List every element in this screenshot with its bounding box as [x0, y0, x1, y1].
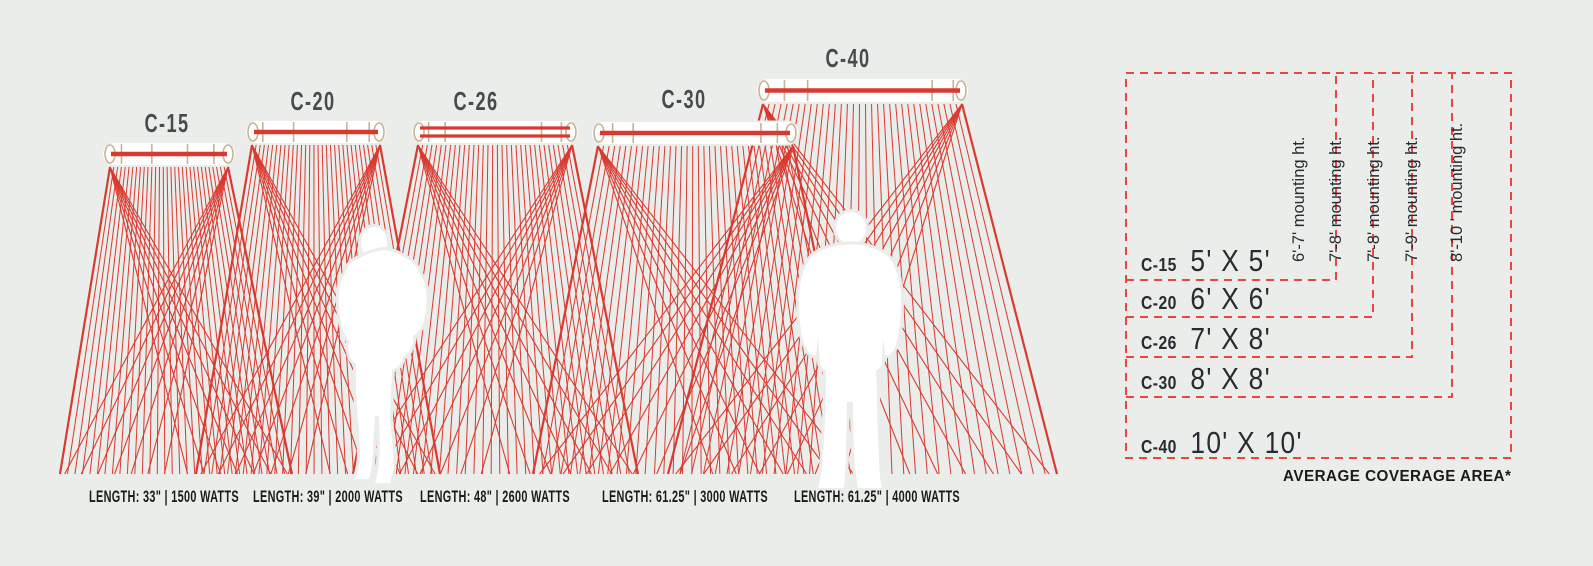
unit-title-c30: C-30	[661, 84, 707, 114]
man-silhouette	[795, 241, 905, 491]
coverage-box-C-15	[1126, 73, 1337, 281]
coverage-row-model: C-26	[1141, 332, 1177, 353]
coverage-footnote: AVERAGE COVERAGE AREA*	[1282, 468, 1511, 485]
coverage-area-boxes	[1125, 72, 1512, 459]
fixture-end-loop-icon	[565, 122, 577, 142]
coverage-row-area: 6' X 6'	[1190, 281, 1271, 316]
person-silhouettes	[335, 209, 905, 491]
unit-title-c26: C-26	[453, 86, 499, 116]
coverage-row-c20: C-20 6' X 6'	[1141, 281, 1271, 317]
unit-spec-c15: LENGTH: 33" | 1500 WATTS	[89, 487, 239, 506]
coverage-row-model: C-20	[1141, 292, 1177, 313]
heater-fixture-C-20	[244, 119, 388, 145]
coverage-row-c30: C-30 8' X 8'	[1141, 361, 1271, 397]
unit-spec-c30: LENGTH: 61.25" | 3000 WATTS	[602, 487, 768, 506]
heater-fixture-C-40	[755, 77, 970, 104]
unit-title-c20: C-20	[290, 86, 336, 116]
coverage-row-model: C-30	[1141, 372, 1177, 393]
heat-fan-C-30	[531, 145, 862, 475]
coverage-row-model: C-40	[1141, 436, 1177, 457]
unit-spec-c26: LENGTH: 48" | 2600 WATTS	[420, 487, 570, 506]
mount-height-label-c40: 8'-10 ' mounting ht.	[1447, 122, 1466, 262]
coverage-box-C-30	[1126, 73, 1453, 398]
heat-fan-C-15	[58, 166, 294, 475]
heater-fixture-C-26	[410, 119, 580, 145]
coverage-box-C-40	[1125, 72, 1512, 459]
woman-silhouette	[335, 246, 430, 486]
unit-spec-c40: LENGTH: 61.25" | 4000 WATTS	[794, 487, 960, 506]
fixture-housing	[410, 119, 580, 145]
heater-fixture-C-15	[101, 141, 237, 167]
unit-title-c40: C-40	[825, 43, 871, 73]
mount-height-label-c30: 7'-9' mounting ht.	[1402, 136, 1421, 262]
coverage-row-area: 8' X 8'	[1190, 361, 1271, 396]
man-silhouette-head	[833, 209, 869, 247]
coverage-row-c15: C-15 5' X 5'	[1141, 243, 1271, 279]
unit-spec-c20: LENGTH: 39" | 2000 WATTS	[253, 487, 403, 506]
mount-height-label-c15: 6'-7' mounting ht.	[1289, 136, 1308, 262]
heater-fixture-C-30	[590, 120, 800, 146]
coverage-box-C-26	[1126, 73, 1413, 358]
coverage-box-C-20	[1126, 73, 1374, 318]
coverage-row-area: 5' X 5'	[1190, 243, 1271, 278]
coverage-row-c40: C-40 10' X 10'	[1141, 425, 1303, 461]
mount-height-label-c26: 7'-8' mounting ht.	[1364, 136, 1383, 262]
coverage-row-c26: C-26 7' X 8'	[1141, 321, 1271, 357]
coverage-row-area: 7' X 8'	[1190, 321, 1271, 356]
coverage-row-model: C-15	[1141, 254, 1177, 275]
coverage-row-area: 10' X 10'	[1190, 425, 1303, 460]
mount-height-label-c20: 7'-8' mounting ht.	[1326, 136, 1345, 262]
unit-title-c15: C-15	[144, 108, 190, 138]
fixture-end-loop-icon	[413, 122, 425, 142]
